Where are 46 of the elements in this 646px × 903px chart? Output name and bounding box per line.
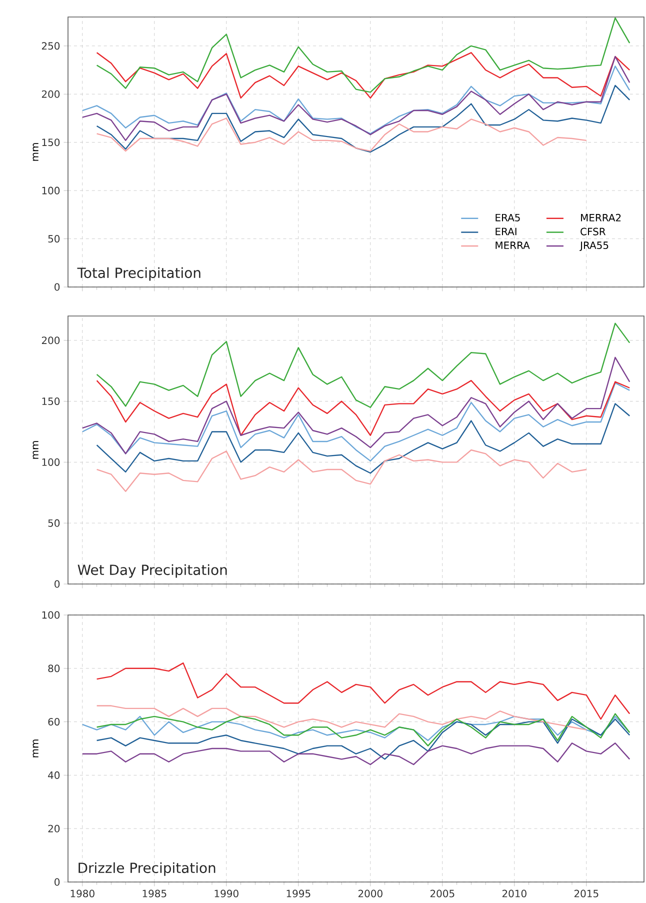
legend-label: MERRA2 — [581, 214, 621, 222]
line-series — [96, 449, 587, 492]
y-tick-label: 50 — [48, 235, 60, 243]
x-tick-label: 1990 — [214, 890, 238, 898]
y-tick-label: 50 — [48, 519, 60, 527]
x-tick-label: 1980 — [70, 890, 94, 898]
y-axis-title: mm — [32, 441, 38, 459]
line-series — [82, 382, 630, 462]
x-tick-label: 1985 — [142, 890, 166, 898]
y-tick-label: 200 — [42, 90, 60, 98]
y-tick-label: 0 — [54, 283, 60, 291]
line-series — [96, 52, 630, 99]
y-tick-label: 80 — [48, 664, 60, 672]
legend-label: ERAI — [496, 228, 516, 236]
line-series — [82, 56, 630, 142]
y-axis-title: mm — [32, 740, 38, 758]
y-tick-label: 0 — [54, 878, 60, 886]
line-series — [96, 713, 630, 746]
y-tick-label: 0 — [54, 580, 60, 588]
legend-label: CFSR — [580, 228, 606, 236]
y-axis-title: mm — [32, 143, 38, 161]
x-tick-label: 2000 — [358, 890, 382, 898]
y-tick-label: 150 — [42, 138, 60, 146]
y-tick-label: 150 — [42, 397, 60, 406]
y-tick-label: 100 — [42, 186, 60, 194]
x-tick-label: 2005 — [430, 890, 454, 898]
line-series — [96, 380, 630, 436]
y-tick-label: 100 — [42, 458, 60, 466]
y-tick-label: 40 — [48, 771, 60, 779]
annotation: Total Precipitation — [77, 267, 200, 281]
y-tick-label: 20 — [48, 824, 60, 832]
line-series — [82, 356, 630, 454]
x-tick-label: 2015 — [574, 890, 598, 898]
legend-label: MERRA — [496, 242, 530, 249]
legend-label: ERA5 — [496, 214, 520, 222]
legend-label: JRA55 — [580, 242, 608, 251]
x-tick-label: 1995 — [286, 890, 310, 898]
y-tick-label: 250 — [42, 42, 60, 50]
annotation: Drizzle Precipitation — [78, 862, 216, 876]
y-tick-label: 100 — [42, 611, 60, 619]
x-tick-label: 2010 — [502, 890, 526, 898]
y-tick-label: 60 — [48, 718, 60, 726]
y-tick-label: 200 — [42, 336, 60, 344]
line-series — [96, 322, 630, 408]
line-series — [96, 17, 630, 93]
annotation: Wet Day Precipitation — [78, 564, 227, 578]
